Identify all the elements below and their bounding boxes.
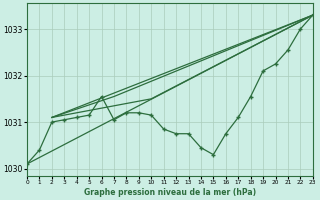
X-axis label: Graphe pression niveau de la mer (hPa): Graphe pression niveau de la mer (hPa) xyxy=(84,188,256,197)
